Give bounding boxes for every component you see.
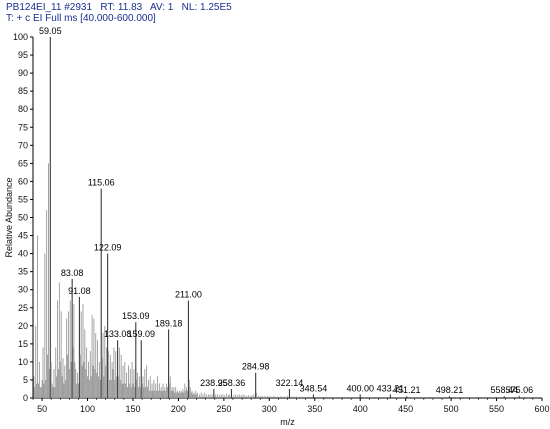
x-axis-title: m/z <box>280 417 295 427</box>
x-tick-label: 300 <box>262 404 277 414</box>
peak-label: 258.36 <box>218 378 246 388</box>
peak-label: 122.09 <box>94 243 122 253</box>
peak-label: 400.00 <box>346 383 374 393</box>
y-tick-label: 15 <box>18 339 28 349</box>
x-tick-label: 150 <box>125 404 140 414</box>
y-tick-label: 0 <box>23 393 28 403</box>
y-tick-label: 75 <box>18 122 28 132</box>
peak-label: 153.09 <box>122 311 150 321</box>
x-tick-label: 350 <box>307 404 322 414</box>
y-tick-label: 65 <box>18 158 28 168</box>
peak-label: 115.06 <box>88 178 115 188</box>
peak-label: 59.05 <box>39 26 62 36</box>
y-tick-label: 100 <box>13 32 28 42</box>
y-axis-title: Relative Abundance <box>4 177 14 257</box>
x-tick-label: 100 <box>80 404 95 414</box>
y-tick-label: 85 <box>18 86 28 96</box>
y-tick-label: 50 <box>18 213 28 223</box>
y-tick-label: 70 <box>18 140 28 150</box>
peak-label: 322.14 <box>276 378 304 388</box>
y-tick-label: 10 <box>18 357 28 367</box>
x-tick-label: 400 <box>353 404 368 414</box>
x-tick-label: 200 <box>171 404 186 414</box>
y-tick-label: 25 <box>18 303 28 313</box>
peak-label: 558.44 <box>490 385 518 395</box>
y-tick-label: 30 <box>18 285 28 295</box>
peak-label: 451.21 <box>393 385 421 395</box>
x-tick-label: 500 <box>444 404 459 414</box>
y-tick-label: 35 <box>18 267 28 277</box>
x-tick-label: 50 <box>37 404 47 414</box>
peak-label: 238.95 <box>200 378 228 388</box>
y-tick-label: 60 <box>18 176 28 186</box>
peak-label: 498.21 <box>436 385 464 395</box>
peaks-layer <box>33 37 538 398</box>
peak-label: 433.21 <box>377 383 405 393</box>
y-tick-label: 90 <box>18 68 28 78</box>
peak-labels-layer: 59.05 115.06 122.09 83.08 91.08 211.00 153.09 1… <box>39 26 533 395</box>
peak-label: 133.08 <box>104 329 132 339</box>
peak-label: 83.08 <box>61 268 84 278</box>
peak-label: 189.18 <box>155 318 183 328</box>
peak-label: 348.54 <box>300 383 328 393</box>
y-tick-label: 5 <box>23 375 28 385</box>
peak-label: 211.00 <box>175 290 202 300</box>
peak-label: 575.06 <box>506 385 534 395</box>
y-tick-label: 80 <box>18 104 28 114</box>
y-tick-label: 45 <box>18 231 28 241</box>
x-tick-label: 250 <box>216 404 231 414</box>
peak-label: 284.98 <box>242 362 270 372</box>
x-tick-label: 550 <box>489 404 504 414</box>
peak-label: 91.08 <box>68 286 91 296</box>
axes-layer: 0 5 10 15 20 25 30 35 40 45 50 55 60 65 70 75 80 85 90 95 10… <box>13 32 550 414</box>
scan-header: PB124EI_11 #2931 RT: 11.83 AV: 1 NL: 1.2… <box>6 2 232 13</box>
y-tick-label: 95 <box>18 50 28 60</box>
x-tick-label: 450 <box>398 404 413 414</box>
y-tick-label: 20 <box>18 321 28 331</box>
scan-filter-line: T: + c EI Full ms [40.000-600.000] <box>6 13 156 24</box>
peak-label: 159.09 <box>127 329 155 339</box>
x-tick-label: 600 <box>534 404 549 414</box>
y-tick-label: 55 <box>18 194 28 204</box>
y-tick-label: 40 <box>18 249 28 259</box>
